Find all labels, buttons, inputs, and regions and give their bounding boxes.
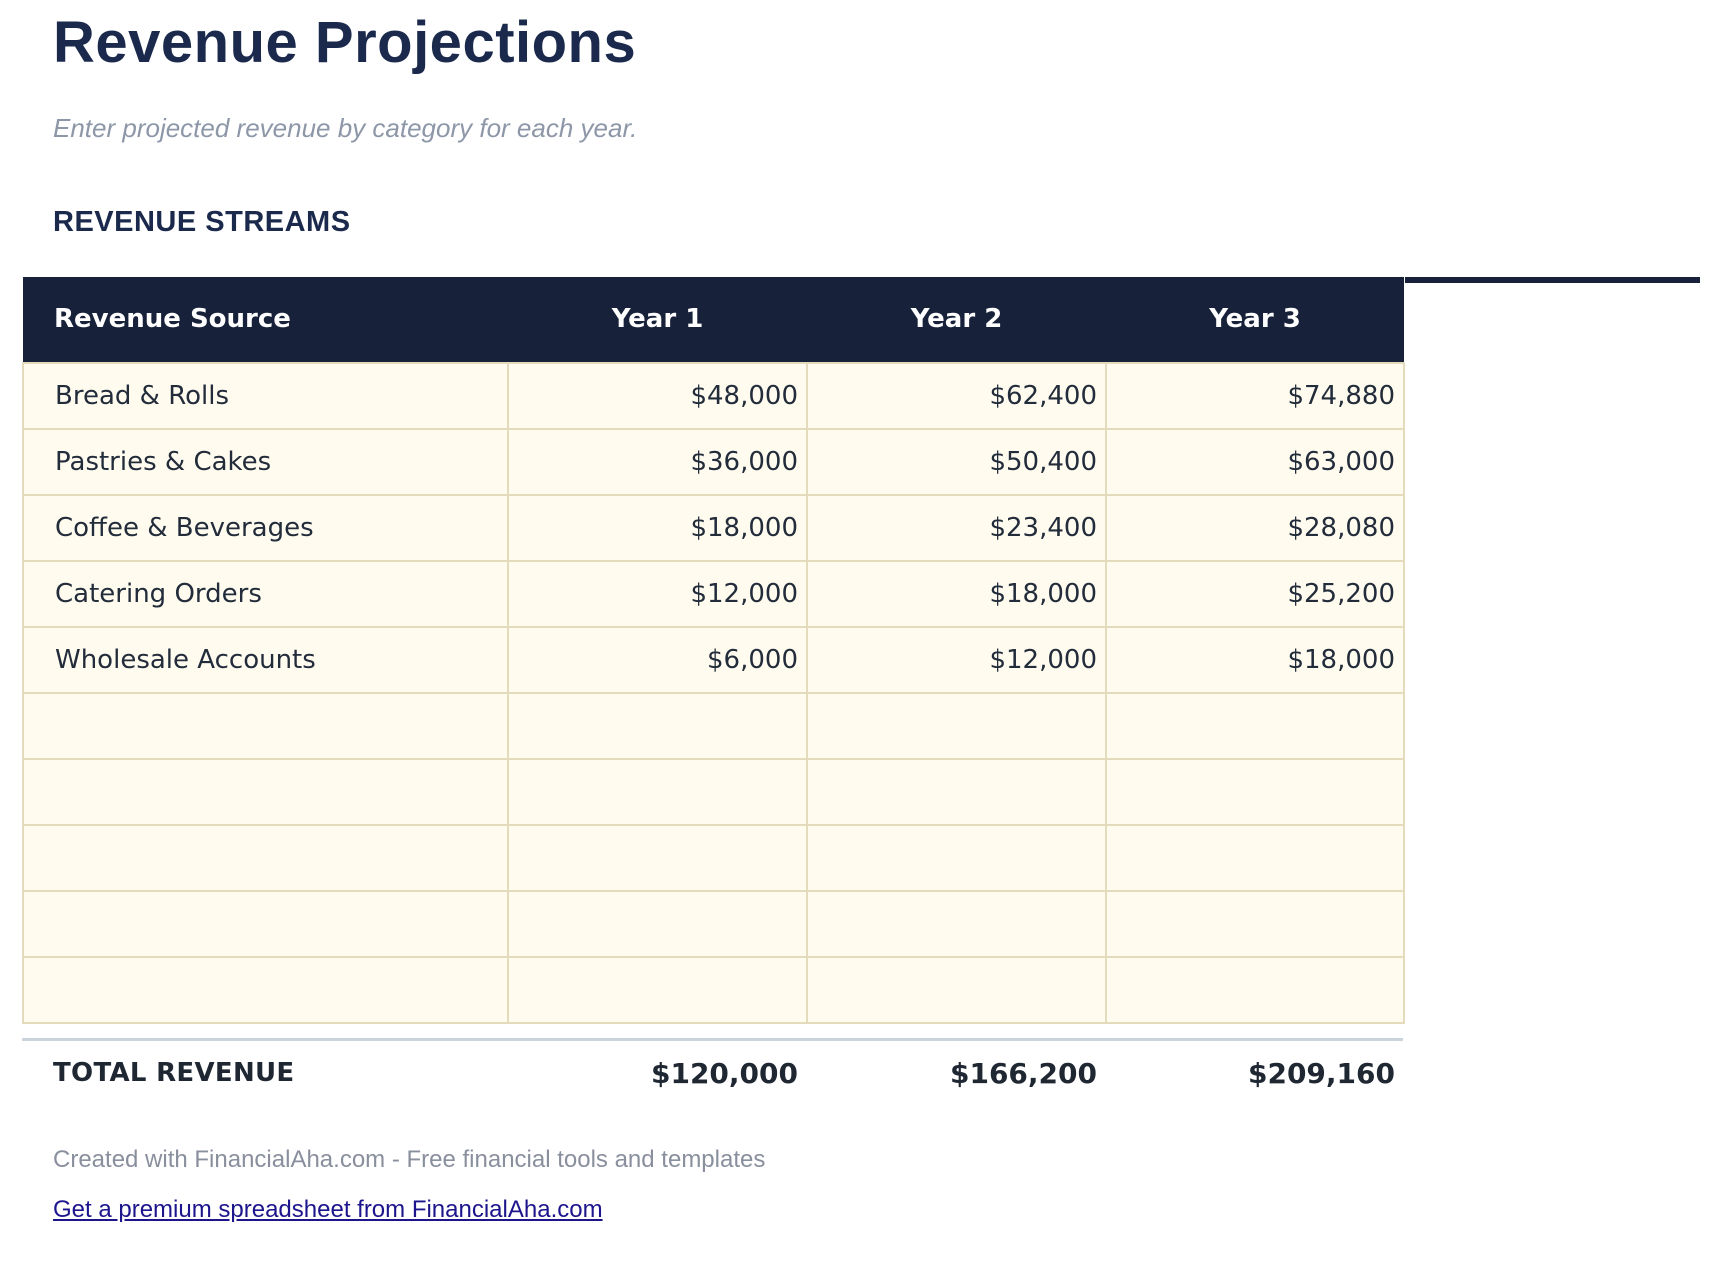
cell-year2[interactable] <box>806 955 1107 1024</box>
cell-source[interactable] <box>22 757 509 826</box>
column-header-revenue-source: Revenue Source <box>23 276 508 363</box>
table-row-empty <box>22 691 1405 760</box>
cell-year3[interactable] <box>1105 757 1405 826</box>
column-header-year-2: Year 2 <box>807 276 1106 363</box>
cell-year1[interactable] <box>507 823 808 892</box>
table-row-empty <box>22 757 1405 826</box>
table-header-row: Revenue Source Year 1 Year 2 Year 3 <box>23 276 1404 363</box>
revenue-table-section: Revenue Source Year 1 Year 2 Year 3 Brea… <box>22 276 1700 1024</box>
total-year1-value: $120,000 <box>650 1056 798 1090</box>
total-revenue-label: TOTAL REVENUE <box>53 1058 295 1089</box>
cell-year2[interactable]: $50,400 <box>806 427 1107 496</box>
revenue-table: Revenue Source Year 1 Year 2 Year 3 Brea… <box>22 276 1405 1024</box>
total-year2-value: $166,200 <box>949 1056 1097 1090</box>
table-row-empty <box>22 823 1405 892</box>
cell-source[interactable] <box>22 955 509 1024</box>
cell-year3[interactable]: $25,200 <box>1105 559 1405 628</box>
cell-source[interactable] <box>22 889 509 958</box>
cell-year3[interactable]: $18,000 <box>1105 625 1405 694</box>
cell-year2[interactable] <box>806 757 1107 826</box>
cell-year2[interactable] <box>806 823 1107 892</box>
cell-year2[interactable] <box>806 691 1107 760</box>
table-row: Pastries & Cakes $36,000 $50,400 $63,000 <box>22 427 1405 496</box>
cell-source[interactable] <box>22 823 509 892</box>
cell-year1[interactable]: $12,000 <box>507 559 808 628</box>
section-heading: REVENUE STREAMS <box>53 205 351 238</box>
cell-source[interactable]: Pastries & Cakes <box>22 427 509 496</box>
total-year3-value: $209,160 <box>1247 1056 1395 1090</box>
cell-source[interactable] <box>22 691 509 760</box>
cell-year2[interactable]: $23,400 <box>806 493 1107 562</box>
cell-year1[interactable] <box>507 691 808 760</box>
cell-year1[interactable] <box>507 757 808 826</box>
cell-year2[interactable]: $12,000 <box>806 625 1107 694</box>
cell-source[interactable]: Coffee & Beverages <box>22 493 509 562</box>
page-subtitle: Enter projected revenue by category for … <box>53 112 638 143</box>
cell-year1[interactable]: $36,000 <box>507 427 808 496</box>
cell-year3[interactable]: $63,000 <box>1105 427 1405 496</box>
cell-source[interactable]: Bread & Rolls <box>22 361 509 430</box>
cell-source[interactable]: Wholesale Accounts <box>22 625 509 694</box>
cell-year1[interactable]: $18,000 <box>507 493 808 562</box>
cell-year1[interactable]: $6,000 <box>507 625 808 694</box>
cell-source[interactable]: Catering Orders <box>22 559 509 628</box>
cell-year2[interactable]: $18,000 <box>806 559 1107 628</box>
table-row: Catering Orders $12,000 $18,000 $25,200 <box>22 559 1405 628</box>
cell-year3[interactable]: $28,080 <box>1105 493 1405 562</box>
column-header-year-3: Year 3 <box>1106 276 1404 363</box>
table-row-empty <box>22 955 1405 1024</box>
table-row: Wholesale Accounts $6,000 $12,000 $18,00… <box>22 625 1405 694</box>
cell-year1[interactable] <box>507 955 808 1024</box>
cell-year1[interactable] <box>507 889 808 958</box>
table-row: Bread & Rolls $48,000 $62,400 $74,880 <box>22 361 1405 430</box>
total-revenue-row: TOTAL REVENUE $120,000 $166,200 $209,160 <box>22 1037 1403 1090</box>
cell-year3[interactable] <box>1105 955 1405 1024</box>
cell-year2[interactable] <box>806 889 1107 958</box>
page-title: Revenue Projections <box>53 10 637 75</box>
column-header-year-1: Year 1 <box>508 276 807 363</box>
table-row-empty <box>22 889 1405 958</box>
footer-credit-text: Created with FinancialAha.com - Free fin… <box>53 1145 766 1173</box>
cell-year2[interactable]: $62,400 <box>806 361 1107 430</box>
cell-year1[interactable]: $48,000 <box>507 361 808 430</box>
cell-year3[interactable] <box>1105 889 1405 958</box>
table-row: Coffee & Beverages $18,000 $23,400 $28,0… <box>22 493 1405 562</box>
cell-year3[interactable] <box>1105 823 1405 892</box>
header-extension-line <box>1405 276 1700 283</box>
premium-spreadsheet-link[interactable]: Get a premium spreadsheet from Financial… <box>53 1195 603 1223</box>
cell-year3[interactable] <box>1105 691 1405 760</box>
cell-year3[interactable]: $74,880 <box>1105 361 1405 430</box>
